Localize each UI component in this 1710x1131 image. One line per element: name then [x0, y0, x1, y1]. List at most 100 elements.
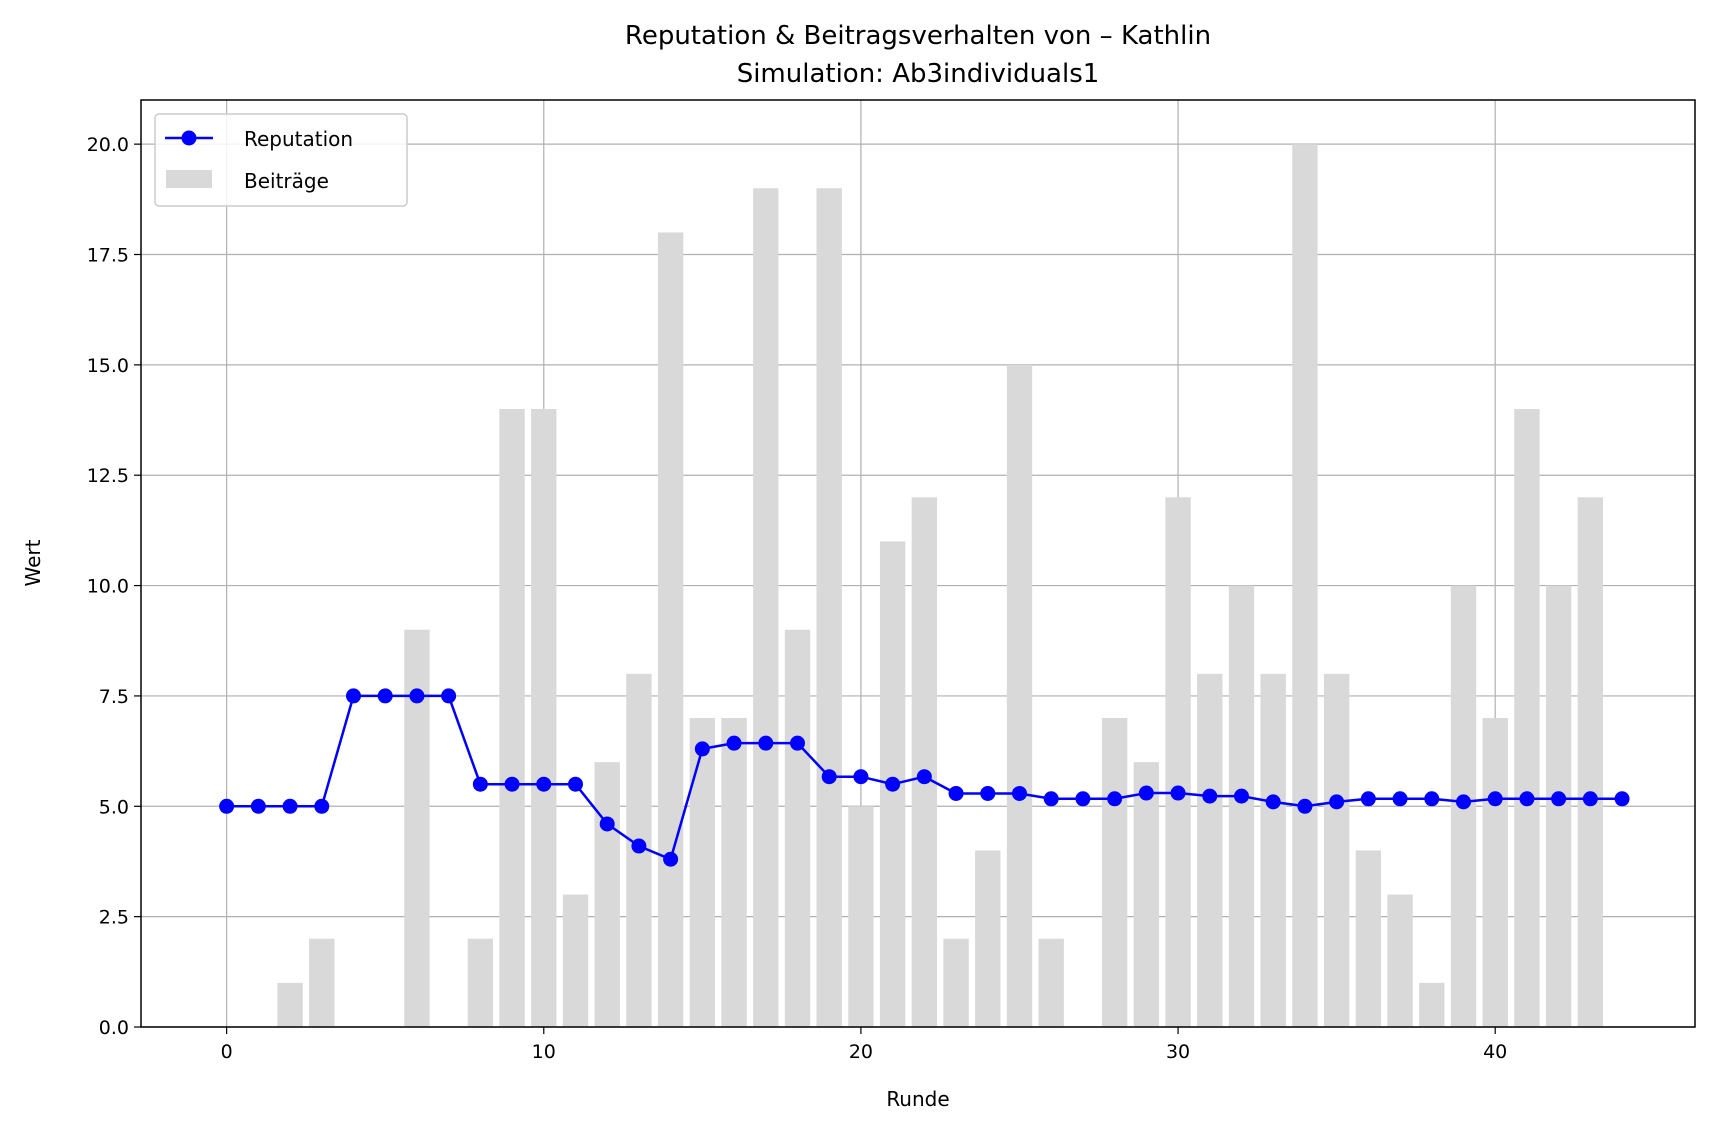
reputation-point [1265, 794, 1281, 810]
legend-label-contributions: Beiträge [244, 169, 329, 193]
reputation-point [409, 688, 425, 704]
plot-frame [140, 99, 1696, 1028]
contribution-bar [943, 938, 969, 1027]
contribution-bar [1197, 673, 1223, 1027]
contribution-bar [1355, 850, 1382, 1027]
reputation-point [219, 798, 235, 814]
contribution-bar [277, 982, 303, 1027]
reputation-point [1297, 798, 1313, 814]
reputation-point [441, 688, 457, 704]
reputation-point [663, 851, 679, 867]
contribution-bar [499, 409, 525, 1027]
reputation-point [853, 769, 869, 785]
contribution-bar [1228, 585, 1255, 1027]
contribution-bar [1260, 673, 1286, 1027]
reputation-point [567, 776, 583, 792]
y-axis-label: Wert [21, 539, 45, 586]
x-tick-label: 30 [1166, 1041, 1190, 1063]
legend-reputation-marker [181, 130, 197, 146]
reputation-point [345, 688, 361, 704]
x-tick-label: 10 [532, 1041, 556, 1063]
contribution-bar [1387, 894, 1413, 1027]
legend-label-reputation: Reputation [244, 127, 353, 151]
contribution-bar [1514, 409, 1540, 1027]
reputation-point [631, 838, 647, 854]
reputation-point [599, 816, 615, 832]
contribution-bar [531, 409, 557, 1027]
contribution-bar [848, 806, 874, 1027]
contribution-bar [816, 188, 842, 1028]
contribution-bar [1292, 144, 1318, 1028]
y-tick-label: 0.0 [99, 1017, 129, 1039]
reputation-point [948, 785, 964, 801]
reputation-point [980, 785, 996, 801]
contribution-bar [594, 762, 620, 1027]
contribution-bar [1006, 364, 1033, 1027]
reputation-point [1233, 788, 1249, 804]
contribution-bar [1133, 762, 1160, 1027]
reputation-point [885, 776, 901, 792]
reputation-point [789, 735, 805, 751]
legend: Reputation Beiträge [154, 113, 408, 207]
reputation-point [1551, 791, 1567, 807]
contribution-bar [1038, 938, 1064, 1027]
y-tick-label: 10.0 [87, 576, 129, 598]
reputation-point [1424, 791, 1440, 807]
y-tick-label: 15.0 [87, 355, 129, 377]
contribution-bar [1577, 497, 1604, 1027]
reputation-point [1170, 785, 1186, 801]
reputation-point [314, 798, 330, 814]
y-tick-label: 7.5 [99, 686, 129, 708]
contribution-bar [911, 497, 938, 1027]
contribution-bar [1165, 497, 1191, 1027]
reputation-point [1582, 791, 1598, 807]
reputation-point [1360, 791, 1376, 807]
reputation-point [1043, 791, 1059, 807]
reputation-point [504, 776, 520, 792]
reputation-point [1329, 794, 1345, 810]
reputation-point [1519, 791, 1535, 807]
reputation-point [916, 769, 932, 785]
y-tick-label: 17.5 [87, 245, 129, 267]
reputation-point [1075, 791, 1091, 807]
x-tick-label: 0 [221, 1041, 233, 1063]
x-axis-label: Runde [886, 1087, 949, 1111]
axis-ticks: 0 10 20 30 40 0.0 2.5 5.0 7.5 10.0 12.5 15.0 17.5 20.… [87, 134, 1508, 1063]
y-tick-label: 20.0 [87, 134, 129, 156]
contribution-bar [753, 188, 779, 1028]
y-tick-label: 5.0 [99, 796, 129, 818]
reputation-point [1202, 788, 1218, 804]
legend-contributions-swatch [166, 170, 212, 188]
contribution-bar [309, 938, 335, 1027]
reputation-point [1107, 791, 1123, 807]
reputation-series [219, 688, 1630, 867]
x-tick-label: 20 [849, 1041, 873, 1063]
y-tick-label: 2.5 [99, 907, 129, 929]
reputation-point [1138, 785, 1154, 801]
reputation-point [821, 769, 837, 785]
contribution-bar [975, 850, 1001, 1027]
contribution-bar [1419, 982, 1445, 1027]
contribution-bars [277, 144, 1604, 1028]
contribution-bar [721, 718, 747, 1027]
contribution-bar [784, 629, 811, 1027]
legend-box [154, 113, 408, 207]
reputation-point [758, 735, 774, 751]
reputation-point [472, 776, 488, 792]
reputation-point [1455, 794, 1471, 810]
reputation-point [250, 798, 266, 814]
contribution-bar [1101, 718, 1128, 1027]
reputation-point [726, 735, 742, 751]
y-tick-label: 12.5 [87, 465, 129, 487]
reputation-point [694, 741, 710, 757]
reputation-point [536, 776, 552, 792]
contribution-bar [1482, 718, 1508, 1027]
reputation-point [1011, 785, 1027, 801]
chart-subtitle: Simulation: Ab3individuals1 [737, 59, 1100, 89]
reputation-point [1614, 791, 1630, 807]
reputation-point [1487, 791, 1503, 807]
chart-title: Reputation & Beitragsverhalten von – Kat… [625, 21, 1211, 51]
contribution-bar [689, 718, 716, 1027]
reputation-point [377, 688, 393, 704]
